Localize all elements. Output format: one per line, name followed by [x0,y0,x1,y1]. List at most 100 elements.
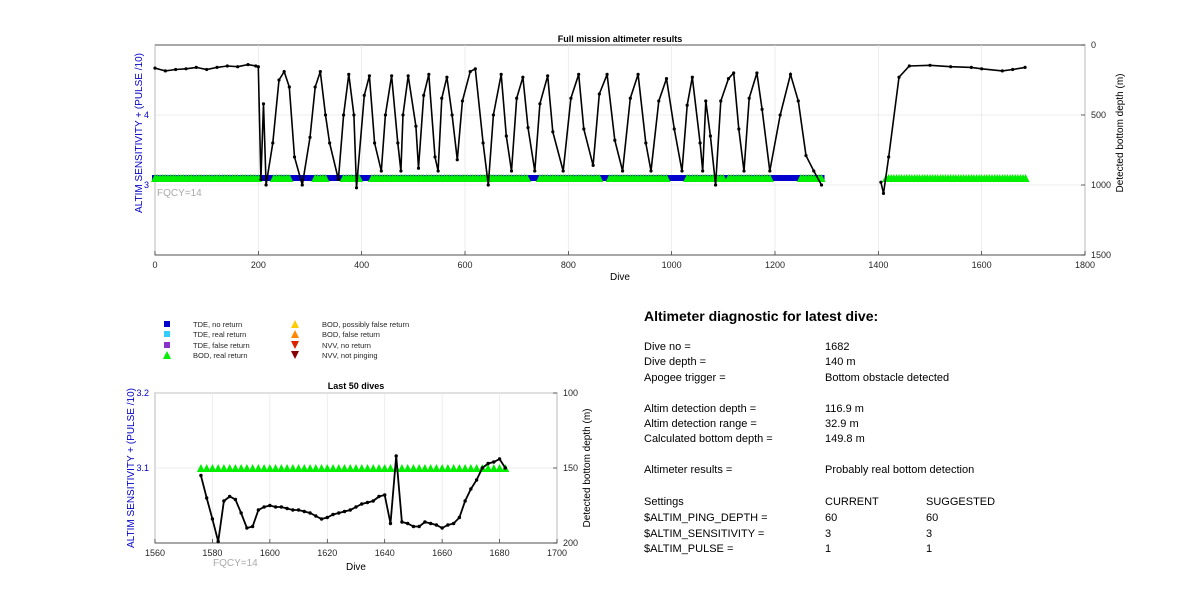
top-depth-point [336,177,341,181]
top-tde-marker [325,175,332,181]
top-tde-marker [778,175,785,181]
top-tde-marker [527,175,534,181]
legend-marker-triangle [163,351,171,359]
top-depth-point [515,96,519,100]
diagnostic-title: Altimeter diagnostic for latest dive: [644,308,879,324]
top-sensitivity-markers [151,174,1030,182]
top-depth-point [582,127,586,131]
bottom-depth-point [474,478,479,482]
top-depth-point [879,180,883,184]
top-bod-marker [523,174,531,182]
top-depth-point [928,63,932,67]
bottom-bod-marker [357,464,366,472]
bottom-depth-point [469,487,473,491]
top-depth-point [680,169,684,173]
top-tde-marker [530,175,537,181]
top-tde-marker [533,175,540,181]
bottom-x-tick-label: 1660 [432,548,452,558]
top-x-tick-label: 1400 [868,260,888,270]
bottom-bod-marker [260,464,269,472]
bottom-bod-marker [311,464,320,472]
top-depth-point [737,127,741,131]
top-depth-point [486,183,490,187]
bottom-depth-point [400,520,404,524]
bottom-bod-marker [397,464,406,472]
bottom-depth-point [503,466,508,470]
top-depth-point [685,103,689,107]
top-depth-point [533,169,537,173]
top-depth-point [246,63,250,67]
top-right-y-tick-label: 1500 [1091,250,1111,260]
bottom-chart-title: Last 50 dives [328,381,385,391]
legend-label: BOD, possibly false return [322,320,409,329]
top-tde-marker [310,175,317,181]
bottom-bod-marker [277,464,286,472]
top-depth-point [819,183,824,187]
bottom-bod-marker [438,464,447,472]
diag-label-altim-detection-range: Altim detection range = [644,418,757,430]
legend-marker-triangle [291,320,299,328]
top-plot-area [154,44,1086,256]
top-right-y-tick-label: 0 [1091,40,1096,50]
settings-header-suggested: SUGGESTED [926,496,996,508]
setting-ping-depth-suggested: 60 [926,512,939,524]
top-depth-point [509,169,514,173]
bottom-left-y-tick-label: 3.2 [136,388,149,398]
top-grid [154,45,1086,255]
top-depth-point [259,177,263,181]
top-depth-point [812,169,816,173]
top-bod-marker [1021,174,1030,182]
top-depth-point [282,70,286,74]
bottom-depth-point [331,512,335,517]
top-x-tick-label: 800 [561,260,576,270]
top-ticks: 0 200 400 600 800 1000 1200 1400 1600 1800 3 4 0 500 1… [144,40,1111,270]
bottom-depth-series [199,454,508,544]
top-depth-point [422,93,426,97]
bottom-depth-point [446,523,450,527]
legend-label: TDE, false return [193,341,250,350]
top-depth-point [379,169,383,173]
top-left-y-tick-label: 3 [144,180,149,190]
bottom-depth-point [348,508,352,512]
diag-label-altim-detection-depth: Altim detection depth = [644,403,757,415]
top-tde-marker [307,175,313,181]
bottom-bod-marker [495,464,504,472]
setting-pulse-label: $ALTIM_PULSE = [644,543,734,555]
bottom-depth-point [451,521,456,526]
top-depth-point [414,124,418,128]
top-depth-point [277,78,281,82]
top-depth-point [455,158,459,162]
top-tde-marker [288,175,295,181]
bottom-bod-marker [265,464,274,472]
diag-value-dive-no: 1682 [825,341,850,353]
bottom-bod-marker [271,464,280,472]
bottom-depth-point [296,508,301,512]
top-tde-marker [267,175,274,181]
bottom-bod-marker [403,464,412,472]
top-tde-marker [601,175,608,181]
bottom-bod-marker [334,464,343,472]
top-depth-point [649,169,653,173]
bottom-ticks: 1560 1580 1600 1620 1640 1660 1680 1700 3.1 3.2 10… [136,388,578,558]
top-depth-point [664,77,669,81]
bottom-bod-marker [306,464,315,472]
top-bod-marker [285,174,294,182]
top-depth-point [597,92,601,96]
top-tde-marker [292,175,299,181]
top-depth-point [499,72,503,76]
legend-marker-triangle [291,351,299,359]
top-depth-point [383,113,388,117]
bottom-right-y-tick-label: 150 [563,463,578,473]
bottom-bod-marker [380,464,389,472]
bottom-x-tick-label: 1580 [202,548,222,558]
top-tde-marker [666,175,673,181]
top-depth-point [236,65,240,69]
diag-value-calculated-bottom-depth: 149.8 m [825,433,865,445]
bottom-depth-point [434,523,439,527]
bottom-bod-marker [369,464,378,472]
top-depth-point [362,93,366,97]
top-depth-point [433,155,437,159]
bottom-bod-marker [386,464,395,472]
bottom-x-tick-label: 1640 [375,548,395,558]
last-50-dives-chart: 1560 1580 1600 1620 1640 1660 1680 1700 3.1 3.2 10… [126,381,593,573]
